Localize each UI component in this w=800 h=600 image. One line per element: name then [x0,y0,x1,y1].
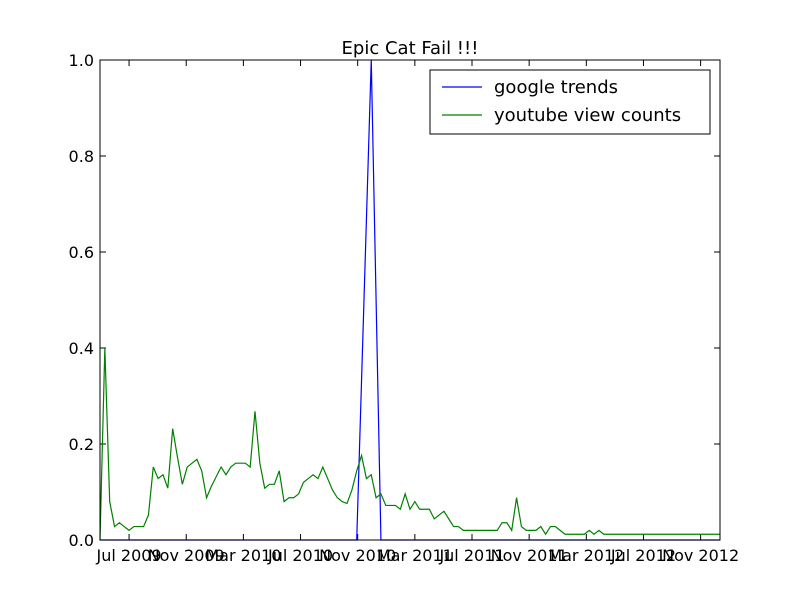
series-line-1 [99,347,720,541]
x-tick-label: Jul 2012 [610,546,676,565]
x-tick-label: Jul 2011 [438,546,504,565]
x-tick-label: Nov 2009 [148,546,225,565]
y-tick-label: 0.2 [69,435,94,454]
x-tick-label: Mar 2011 [377,546,453,565]
legend: google trends youtube view counts [429,69,711,135]
y-tick-label: 0.6 [69,243,94,262]
x-tick-label: Jul 2009 [96,546,162,565]
x-tick-label: Jul 2010 [267,546,333,565]
legend-label-google-trends: google trends [494,77,618,98]
y-tick-labels: 0.0 0.2 0.4 0.6 0.8 1.0 [69,51,94,550]
y-tick-label: 0.8 [69,147,94,166]
x-tick-label: Nov 2012 [662,546,739,565]
y-tick-label: 0.0 [69,531,94,550]
x-tick-label: Nov 2011 [491,546,568,565]
plot-area-frame [99,59,721,541]
y-tick-label: 0.4 [69,339,94,358]
legend-box [429,69,711,135]
legend-label-youtube-view-counts: youtube view counts [494,105,681,126]
y-tick-label: 1.0 [69,51,94,70]
x-tick-label: Mar 2012 [548,546,624,565]
chart-title: Epic Cat Fail !!! [342,38,479,59]
x-tick-label: Mar 2010 [205,546,281,565]
x-tick-label: Nov 2010 [319,546,396,565]
